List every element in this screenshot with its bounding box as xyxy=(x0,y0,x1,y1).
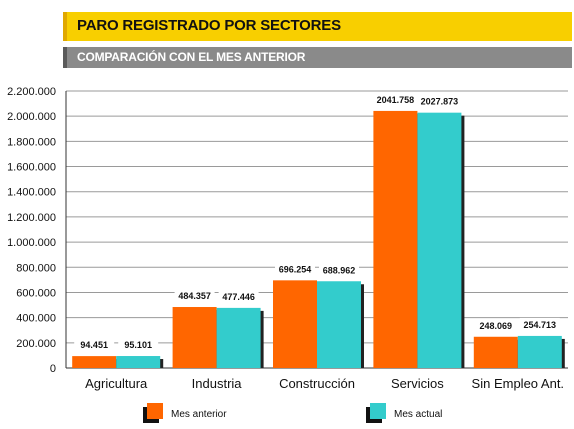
data-label-box xyxy=(475,318,516,332)
data-label-box xyxy=(118,338,159,352)
y-tick-label: 0 xyxy=(50,363,56,375)
bar-prev xyxy=(172,307,217,368)
data-label-box xyxy=(519,317,560,331)
subtitle-bar: COMPARACIÓN CON EL MES ANTERIOR xyxy=(63,47,572,68)
y-tick-label: 400.000 xyxy=(16,313,56,325)
legend-label-prev: Mes anterior xyxy=(171,409,227,420)
legend-swatch-prev xyxy=(147,403,163,419)
data-label: 248.069 xyxy=(480,321,513,331)
title-bar: PARO REGISTRADO POR SECTORES xyxy=(63,12,572,41)
bar-curr xyxy=(216,307,261,368)
bar-prev xyxy=(473,336,518,368)
bar-prev xyxy=(373,110,418,368)
x-tick-label: Sin Empleo Ant. xyxy=(472,376,565,391)
bar-curr xyxy=(317,281,361,368)
data-label: 477.446 xyxy=(222,292,255,302)
bar-curr xyxy=(517,335,562,368)
x-tick-label: Servicios xyxy=(391,376,444,391)
data-label-box xyxy=(419,94,460,108)
bar-prev xyxy=(72,356,117,368)
bar-prev xyxy=(273,280,317,368)
data-label-box xyxy=(218,289,259,303)
y-tick-label: 1.400.000 xyxy=(7,187,56,199)
bar-curr xyxy=(417,112,462,368)
data-label-box xyxy=(275,262,315,276)
data-label: 254.713 xyxy=(524,320,557,330)
x-tick-label: Construcción xyxy=(279,376,355,391)
y-tick-label: 1.800.000 xyxy=(7,136,56,148)
y-tick-label: 1.600.000 xyxy=(7,162,56,174)
data-label: 2041.758 xyxy=(377,95,415,105)
data-label: 688.962 xyxy=(323,265,356,275)
data-label-box xyxy=(375,92,416,106)
data-label: 484.357 xyxy=(178,291,211,301)
x-tick-label: Agricultura xyxy=(85,376,148,391)
x-tick-label: Industria xyxy=(192,376,243,391)
legend-label-curr: Mes actual xyxy=(394,409,443,420)
y-tick-label: 2.000.000 xyxy=(7,111,56,123)
y-tick-label: 1.200.000 xyxy=(7,212,56,224)
data-label-box xyxy=(74,338,115,352)
bar-curr xyxy=(116,356,161,368)
data-label-box xyxy=(319,263,359,277)
data-label-box xyxy=(174,289,215,303)
data-label: 696.254 xyxy=(279,264,312,274)
y-tick-label: 1.000.000 xyxy=(7,237,56,249)
y-tick-label: 800.000 xyxy=(16,262,56,274)
data-label: 2027.873 xyxy=(421,97,459,107)
data-label: 95.101 xyxy=(124,340,152,350)
y-tick-label: 2.200.000 xyxy=(7,86,56,98)
y-tick-label: 600.000 xyxy=(16,287,56,299)
bar-chart: 0 200.000 400.000 600.000 800.000 1.000.000 1.… xyxy=(7,86,568,391)
chart-subtitle: COMPARACIÓN CON EL MES ANTERIOR xyxy=(77,50,306,64)
chart-title: PARO REGISTRADO POR SECTORES xyxy=(77,17,341,34)
legend-swatch-curr xyxy=(370,403,386,419)
data-label: 94.451 xyxy=(80,340,108,350)
y-tick-label: 200.000 xyxy=(16,338,56,350)
